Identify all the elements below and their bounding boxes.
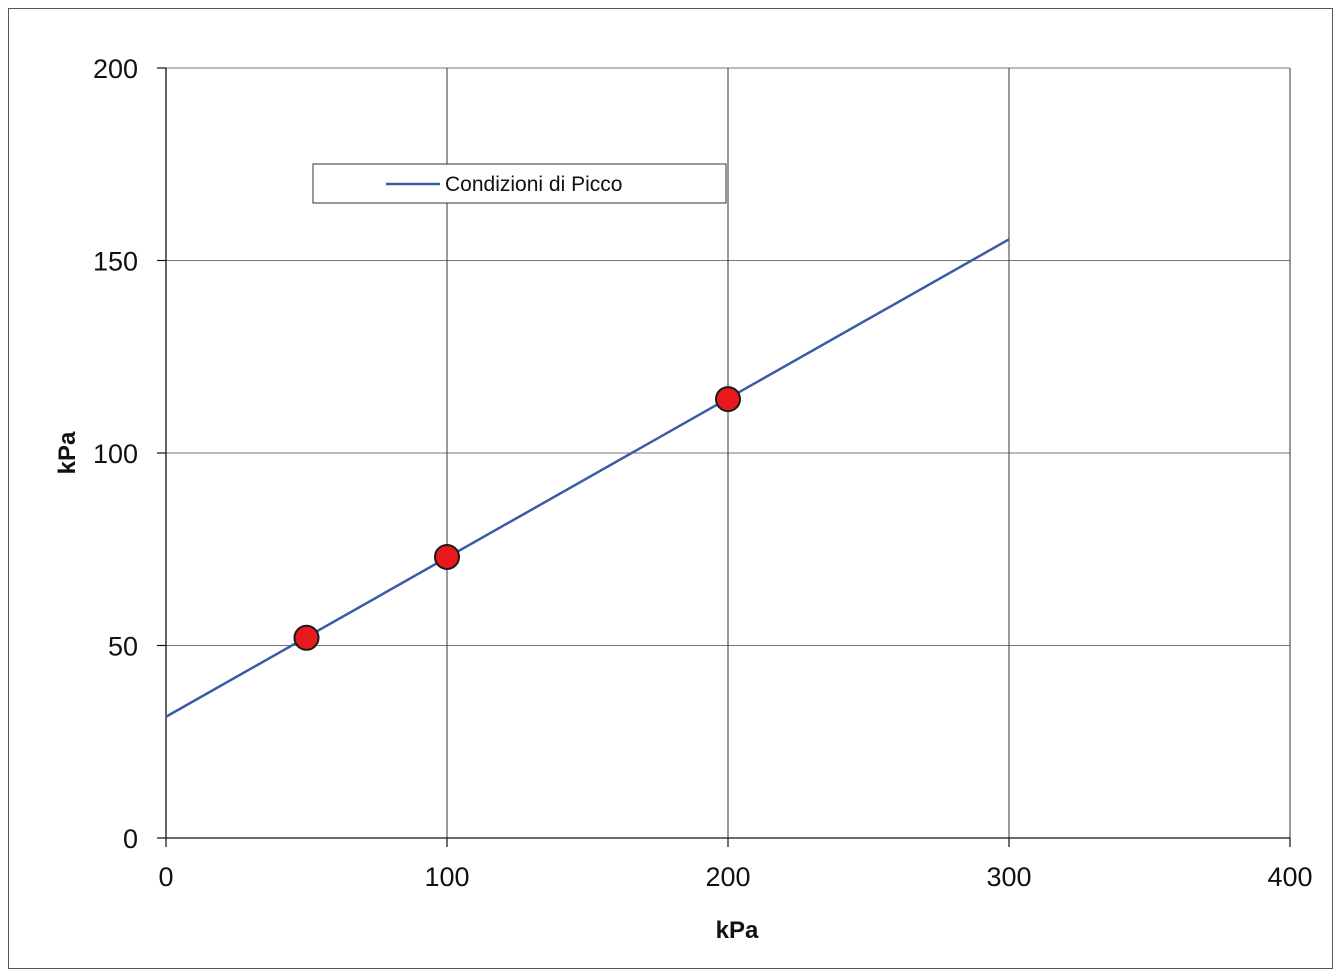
x-axis-title: kPa: [716, 917, 759, 944]
y-tick-label: 0: [123, 824, 138, 854]
y-axis-ticks: 0 50 100 150 200: [93, 54, 166, 854]
x-tick-label: 200: [705, 862, 750, 892]
y-tick-label: 200: [93, 54, 138, 84]
data-point: [293, 624, 320, 651]
x-tick-label: 400: [1267, 862, 1312, 892]
y-axis-title: kPa: [54, 431, 81, 474]
x-axis-ticks: 0 100 200 300 400: [158, 838, 1313, 892]
y-tick-label: 50: [108, 632, 138, 662]
data-point: [434, 543, 460, 570]
x-tick-label: 0: [158, 862, 173, 892]
legend: Condizioni di Picco: [312, 163, 727, 204]
legend-box: [312, 163, 727, 204]
y-tick-label: 100: [93, 439, 138, 469]
legend-label: Condizioni di Picco: [445, 173, 622, 196]
data-points: [293, 386, 741, 651]
data-point: [715, 386, 741, 413]
y-tick-label: 150: [93, 247, 138, 277]
x-tick-label: 300: [986, 862, 1031, 892]
x-tick-label: 100: [424, 862, 469, 892]
